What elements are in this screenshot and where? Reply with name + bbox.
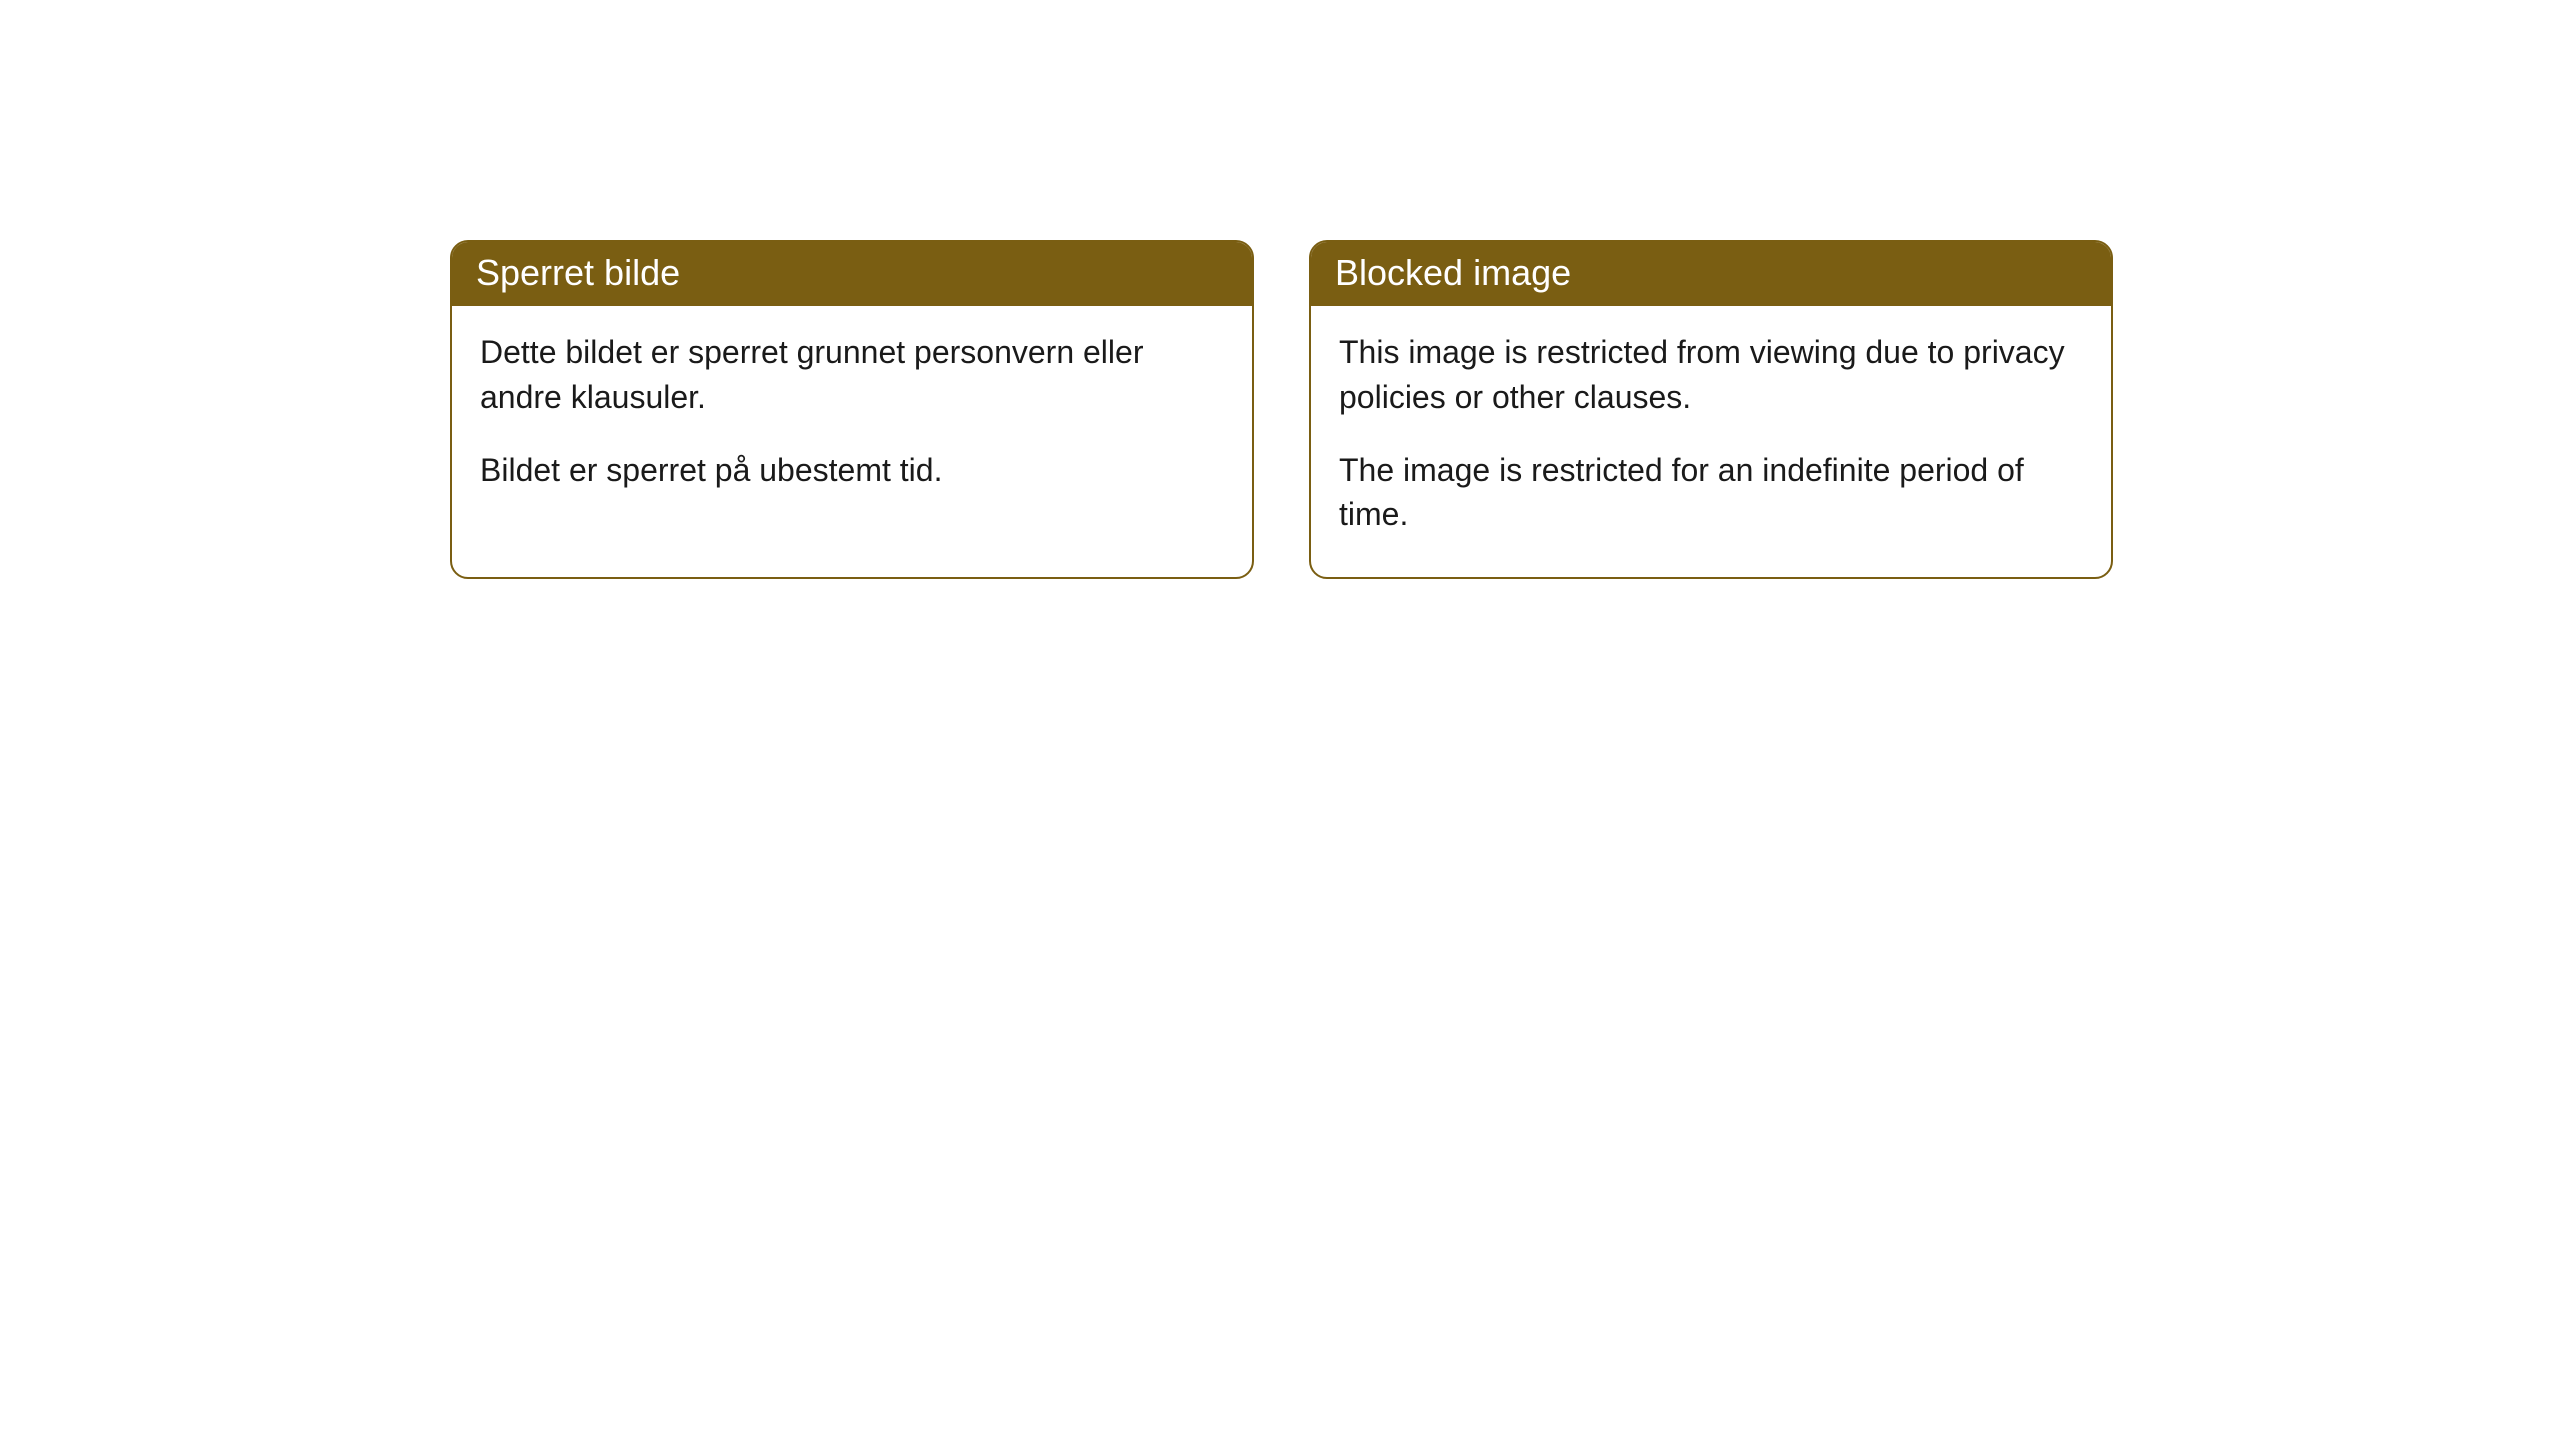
notice-card-english: Blocked image This image is restricted f… xyxy=(1309,240,2113,579)
notice-card-norwegian: Sperret bilde Dette bildet er sperret gr… xyxy=(450,240,1254,579)
notice-cards-container: Sperret bilde Dette bildet er sperret gr… xyxy=(450,240,2560,579)
card-paragraph: The image is restricted for an indefinit… xyxy=(1339,448,2083,538)
card-title: Blocked image xyxy=(1335,252,1571,293)
card-header: Blocked image xyxy=(1311,242,2111,306)
card-body: Dette bildet er sperret grunnet personve… xyxy=(452,306,1252,532)
card-paragraph: Bildet er sperret på ubestemt tid. xyxy=(480,448,1224,493)
card-title: Sperret bilde xyxy=(476,252,680,293)
card-body: This image is restricted from viewing du… xyxy=(1311,306,2111,577)
card-paragraph: Dette bildet er sperret grunnet personve… xyxy=(480,330,1224,420)
card-header: Sperret bilde xyxy=(452,242,1252,306)
card-paragraph: This image is restricted from viewing du… xyxy=(1339,330,2083,420)
